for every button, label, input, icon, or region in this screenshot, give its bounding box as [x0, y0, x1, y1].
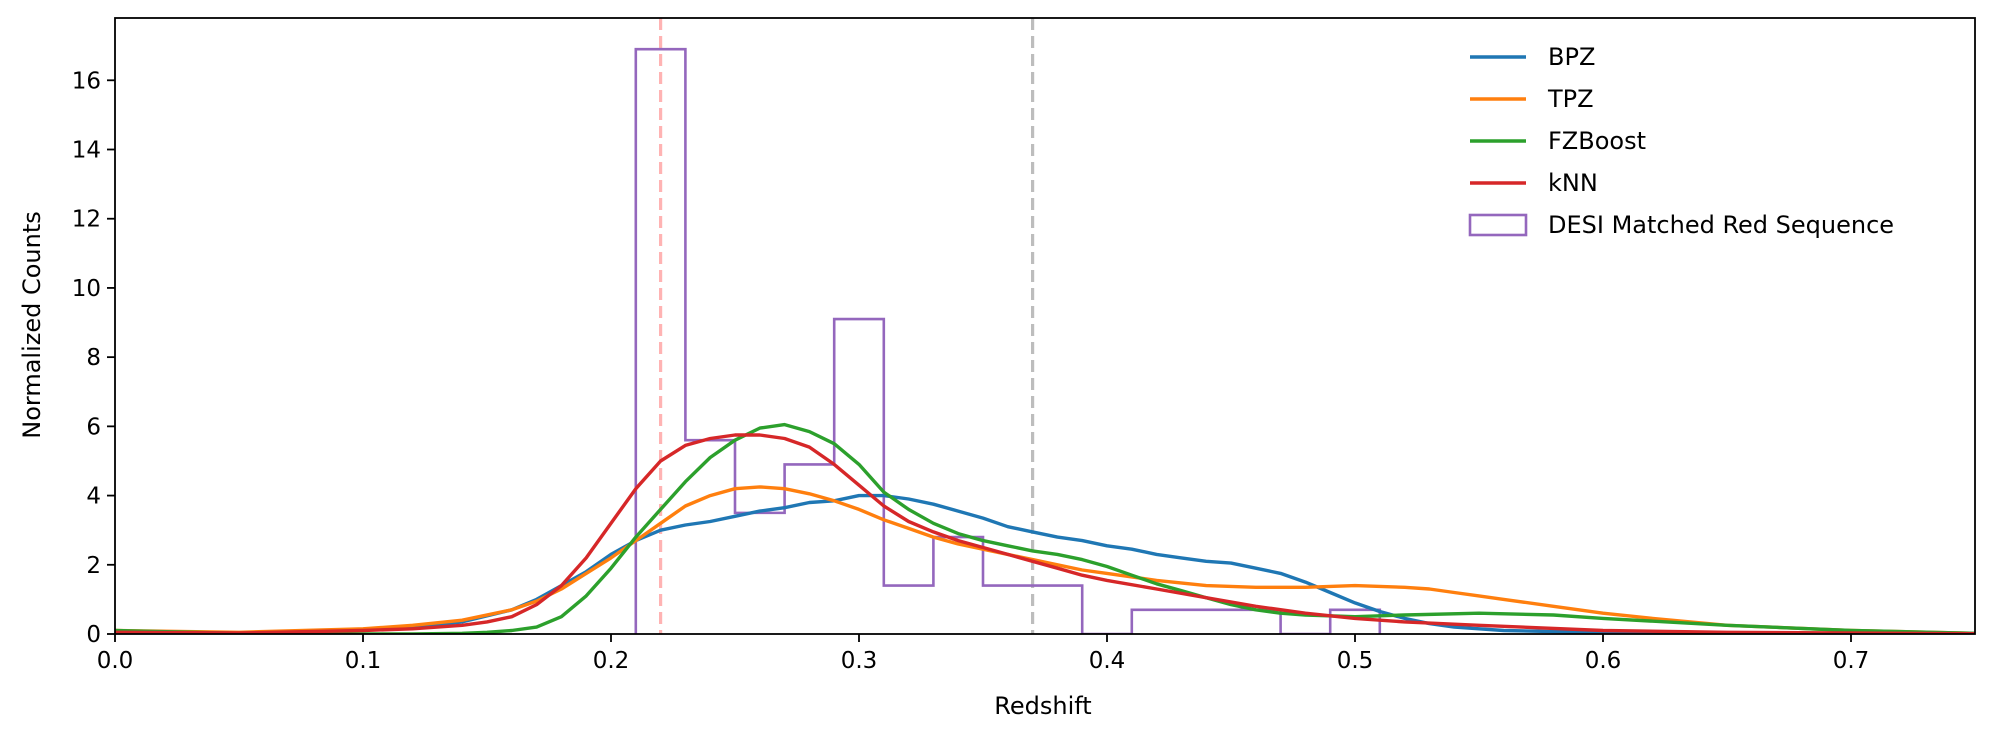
x-tick-label: 0.2	[593, 648, 630, 674]
axes-layer: 0.0 0.1 0.2 0.3 0.4 0.5 0.6 0.7 0 2 4 6 8 10 12 14 16	[72, 17, 1976, 674]
y-axis-label: Normalized Counts	[18, 211, 46, 439]
series-line-knn	[115, 433, 1975, 634]
legend-label: BPZ	[1548, 43, 1595, 71]
x-tick-label: 0.7	[1833, 648, 1870, 674]
y-tick-label: 4	[86, 484, 101, 510]
x-axis-label: Redshift	[994, 692, 1091, 720]
legend-swatch-histogram	[1468, 213, 1528, 237]
axes-frame	[114, 17, 1976, 635]
legend-label: DESI Matched Red Sequence	[1548, 211, 1894, 239]
legend-label: TPZ	[1547, 85, 1594, 113]
x-tick-label: 0.1	[345, 648, 382, 674]
series-line-tpz	[115, 485, 1975, 634]
y-tick-label: 16	[72, 68, 101, 94]
x-tick-label: 0.4	[1089, 648, 1126, 674]
x-tick-label: 0.5	[1337, 648, 1374, 674]
x-tick-label: 0.6	[1585, 648, 1622, 674]
y-tick-label: 10	[72, 276, 101, 302]
plot-layer	[115, 18, 1975, 634]
y-tick-label: 8	[86, 345, 101, 371]
x-tick-label: 0.0	[97, 648, 134, 674]
y-tick-label: 12	[72, 207, 101, 233]
legend: BPZ TPZ FZBoost kNN DESI Matched Red Sequenc…	[1468, 43, 1894, 239]
legend-label: kNN	[1548, 169, 1598, 197]
y-tick-label: 2	[86, 553, 101, 579]
y-tick-label: 14	[72, 138, 101, 164]
plot-area	[115, 18, 1975, 634]
x-tick-label: 0.3	[841, 648, 878, 674]
y-tick-label: 0	[86, 622, 101, 648]
series-line-fzboost	[115, 422, 1975, 634]
legend-label: FZBoost	[1548, 127, 1646, 155]
y-tick-label: 6	[86, 414, 101, 440]
